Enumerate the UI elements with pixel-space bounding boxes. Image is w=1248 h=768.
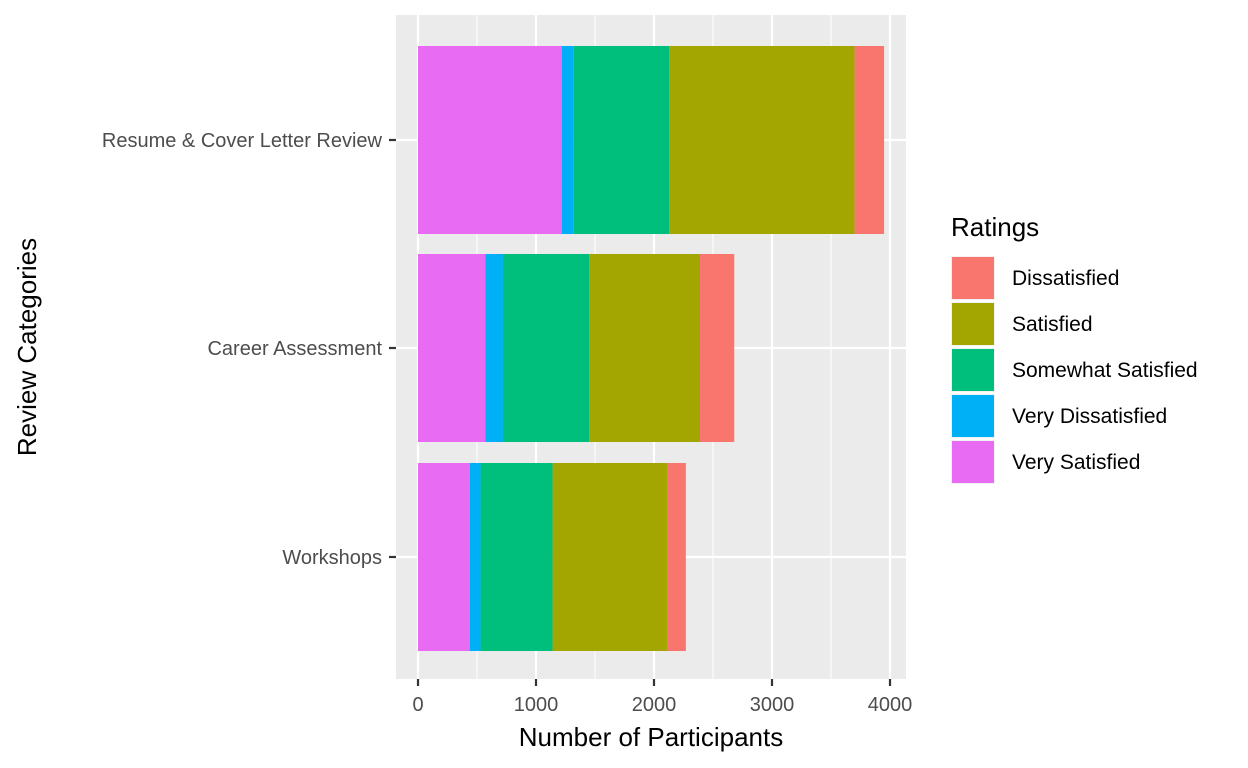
bar-segment xyxy=(669,46,855,234)
bars xyxy=(418,46,885,651)
legend-swatch xyxy=(952,303,994,345)
bar-segment xyxy=(418,463,470,651)
legend-swatch xyxy=(952,441,994,483)
bar-segment xyxy=(418,46,562,234)
bar-segment xyxy=(854,46,885,234)
x-tick-label: 1000 xyxy=(514,694,559,716)
legend-label: Dissatisfied xyxy=(1012,267,1119,290)
bar-segment xyxy=(700,254,735,442)
bar-segment xyxy=(485,254,503,442)
legend-label: Very Dissatisfied xyxy=(1012,405,1167,428)
bar-segment xyxy=(502,254,590,442)
legend-swatch xyxy=(952,395,994,437)
x-tick-label: 4000 xyxy=(868,694,913,716)
bar-segment xyxy=(561,46,574,234)
legend: Ratings Dissatisfied Satisfied Somewhat Sa… xyxy=(951,212,1198,484)
x-axis: 0 1000 2000 3000 4000 xyxy=(412,679,912,716)
bar-segment xyxy=(418,254,486,442)
y-tick-label: Career Assessment xyxy=(207,338,382,360)
x-tick-label: 3000 xyxy=(750,694,795,716)
bar-segment xyxy=(666,463,686,651)
x-tick-label: 0 xyxy=(412,694,423,716)
bar-segment xyxy=(589,254,701,442)
y-tick-label: Resume & Cover Letter Review xyxy=(102,130,383,152)
legend-swatch xyxy=(952,257,994,299)
y-axis: Resume & Cover Letter Review Career Asses… xyxy=(102,130,396,569)
legend-label: Somewhat Satisfied xyxy=(1012,359,1198,382)
y-axis-title: Review Categories xyxy=(12,238,42,456)
bar-segment xyxy=(469,463,481,651)
legend-title: Ratings xyxy=(951,212,1039,242)
legend-swatch xyxy=(952,349,994,391)
bar-segment xyxy=(480,463,553,651)
x-axis-title: Number of Participants xyxy=(519,722,783,752)
y-tick-label: Workshops xyxy=(282,547,382,569)
x-tick-label: 2000 xyxy=(632,694,677,716)
legend-label: Very Satisfied xyxy=(1012,451,1140,474)
legend-label: Satisfied xyxy=(1012,313,1093,336)
bar-segment xyxy=(552,463,667,651)
bar-segment xyxy=(573,46,670,234)
